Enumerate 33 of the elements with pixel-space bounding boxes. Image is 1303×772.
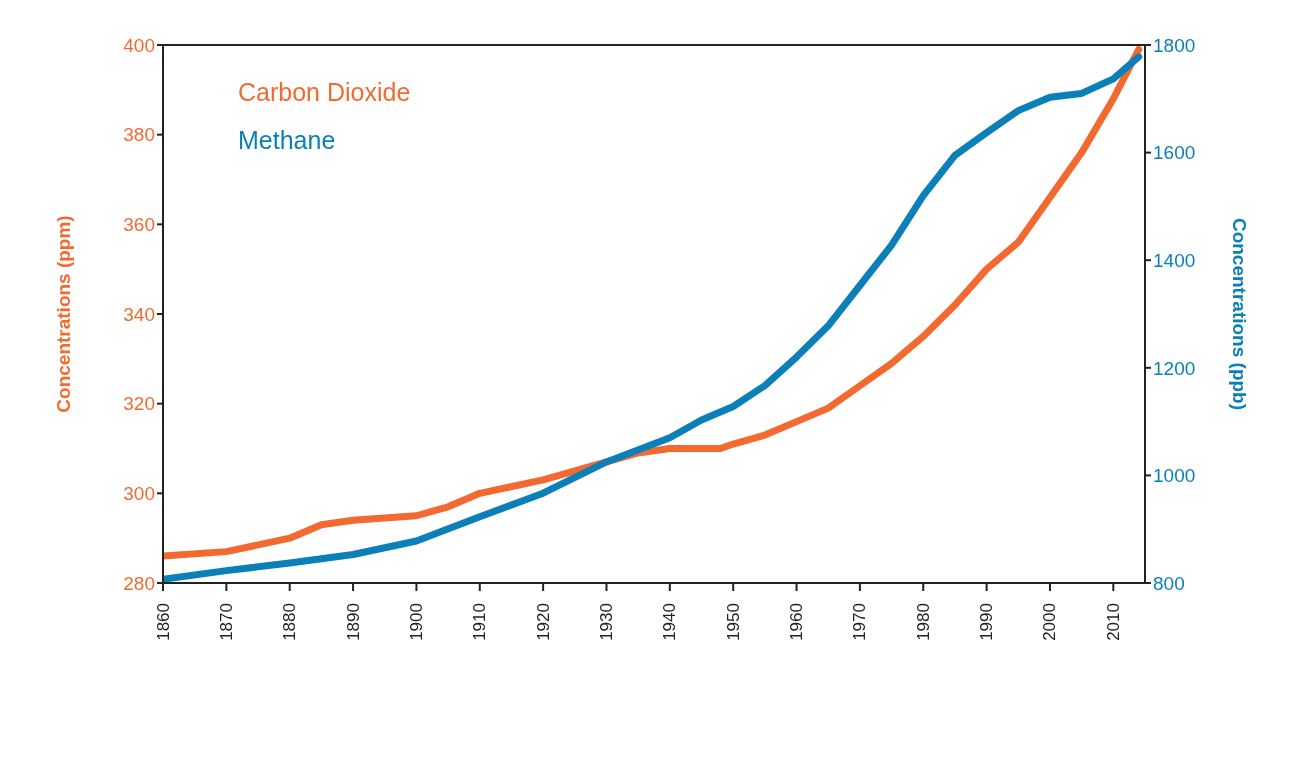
- x-tick-label: 1990: [977, 603, 997, 641]
- y2-tick-label: 800: [1153, 572, 1185, 594]
- x-tick-label: 1940: [660, 603, 680, 641]
- x-tick-label: 1880: [280, 603, 300, 641]
- y-tick-label: 340: [123, 303, 155, 325]
- y-tick-label: 380: [123, 124, 155, 146]
- x-tick-label: 2010: [1103, 603, 1123, 641]
- x-tick-label: 1960: [787, 603, 807, 641]
- y-tick-label: 320: [123, 393, 155, 415]
- y-tick-label: 280: [123, 572, 155, 594]
- y-tick-label: 300: [123, 483, 155, 505]
- y2-tick-label: 1000: [1153, 465, 1196, 487]
- y2-tick-label: 1800: [1153, 34, 1196, 56]
- y-tick-label: 400: [123, 34, 155, 56]
- y-tick-label: 360: [123, 214, 155, 236]
- text: Methane: [238, 125, 337, 156]
- y2-tick-label: 1600: [1153, 142, 1196, 164]
- x-tick-label: 1890: [343, 603, 363, 641]
- x-tick-label: 1930: [596, 603, 616, 641]
- x-tick-label: 1950: [723, 603, 743, 641]
- y2-tick-label: 1200: [1153, 357, 1196, 379]
- x-tick-label: 1980: [913, 603, 933, 641]
- x-tick-label: 1910: [470, 603, 490, 641]
- x-tick-label: 1970: [850, 603, 870, 641]
- x-tick-label: 1920: [533, 603, 553, 641]
- x-tick-label: 1900: [406, 603, 426, 641]
- x-tick-label: 1870: [216, 603, 236, 641]
- text: Carbon Dioxide: [238, 77, 411, 108]
- y2-tick-label: 1400: [1153, 249, 1196, 271]
- y-axis-title: Concentrations (ppm): [52, 215, 74, 413]
- x-tick-label: 1860: [153, 603, 173, 641]
- y2-axis-title: Concentrations (ppb): [1229, 217, 1251, 411]
- x-tick-label: 2000: [1040, 603, 1060, 641]
